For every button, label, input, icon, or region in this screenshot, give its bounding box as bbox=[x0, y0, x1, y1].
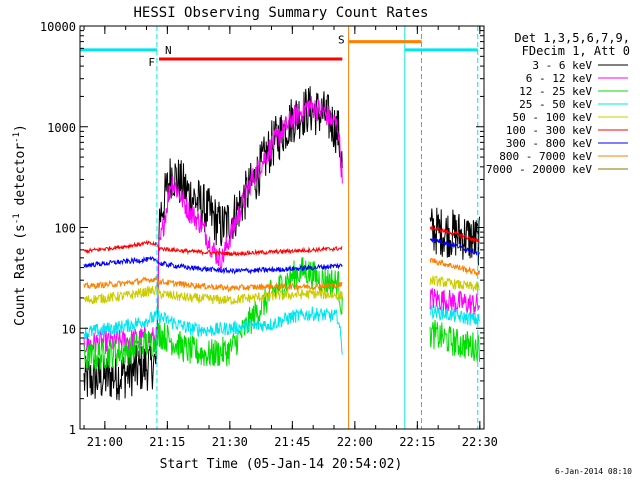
axes: 1 10 100 1000 10000 21:00 21:15 21:30 21:45 22:00… bbox=[40, 20, 498, 449]
series-line-4 bbox=[83, 284, 343, 305]
x-tick-label: 22:15 bbox=[399, 435, 435, 449]
legend-header-line-1: Det 1,3,5,6,7,9, bbox=[514, 31, 630, 45]
series-line-7 bbox=[83, 275, 343, 293]
x-axis-label: Start Time (05-Jan-14 20:54:02) bbox=[160, 457, 403, 472]
series-line-0 bbox=[429, 207, 481, 266]
series-line-5 bbox=[83, 239, 343, 257]
series-line-1 bbox=[429, 288, 481, 315]
series-line-6 bbox=[83, 255, 343, 275]
legend-entry-label: 800 - 7000 keV bbox=[499, 150, 592, 163]
series-line-0 bbox=[83, 86, 343, 401]
legend-entry-label: 100 - 300 keV bbox=[506, 124, 592, 137]
series-line-3 bbox=[429, 304, 481, 326]
x-tick-label: 21:00 bbox=[87, 435, 123, 449]
y-tick-label: 1 bbox=[69, 423, 76, 437]
x-tick-label: 22:30 bbox=[462, 435, 498, 449]
flag-label-s: S bbox=[338, 34, 345, 47]
flag-label-n: N bbox=[165, 44, 172, 57]
series-line-2 bbox=[83, 257, 343, 371]
legend-entry-label: 12 - 25 keV bbox=[519, 85, 592, 98]
y-tick-label: 100 bbox=[54, 222, 76, 236]
legend-entry-label: 50 - 100 keV bbox=[513, 111, 593, 124]
footer-timestamp: 6-Jan-2014 08:10 bbox=[555, 467, 632, 476]
legend-entry-label: 300 - 800 keV bbox=[506, 137, 592, 150]
y-axis-label: Count Rate (s-1 detector-1) bbox=[12, 124, 28, 326]
y-tick-label: 10 bbox=[62, 322, 76, 336]
y-tick-label: 1000 bbox=[47, 121, 76, 135]
y-tick-label: 10000 bbox=[40, 20, 76, 34]
series-line-7 bbox=[429, 258, 481, 277]
x-tick-label: 21:45 bbox=[274, 435, 310, 449]
legend-entry-label: 6 - 12 keV bbox=[526, 72, 593, 85]
series-line-5 bbox=[429, 225, 480, 244]
series-line-3 bbox=[83, 306, 343, 355]
y-axis-label-end: ) bbox=[13, 124, 28, 132]
series-line-1 bbox=[83, 95, 343, 355]
series-group bbox=[83, 86, 481, 401]
legend: Det 1,3,5,6,7,9, FDecim 1, Att 0 3 - 6 k… bbox=[486, 31, 630, 176]
legend-entry-label: 3 - 6 keV bbox=[532, 59, 592, 72]
legend-header-line-2: FDecim 1, Att 0 bbox=[522, 44, 630, 58]
x-tick-label: 22:00 bbox=[337, 435, 373, 449]
flag-group: NF S bbox=[79, 26, 479, 429]
y-axis-label-mid: detector bbox=[13, 143, 28, 214]
y-axis-label-main: Count Rate (s bbox=[13, 224, 28, 326]
legend-entry-label: 25 - 50 keV bbox=[519, 98, 592, 111]
series-line-2 bbox=[429, 320, 481, 363]
y-axis-label-sup-2: -1 bbox=[12, 132, 22, 143]
x-tick-label: 21:15 bbox=[149, 435, 185, 449]
chart-title: HESSI Observing Summary Count Rates bbox=[133, 5, 428, 21]
flag-label-f: F bbox=[148, 56, 155, 69]
series-line-4 bbox=[429, 274, 480, 292]
legend-entry-label: 7000 - 20000 keV bbox=[486, 163, 592, 176]
y-axis-label-sup-1: -1 bbox=[12, 213, 22, 224]
series-line-6 bbox=[429, 237, 481, 256]
x-tick-label: 21:30 bbox=[212, 435, 248, 449]
